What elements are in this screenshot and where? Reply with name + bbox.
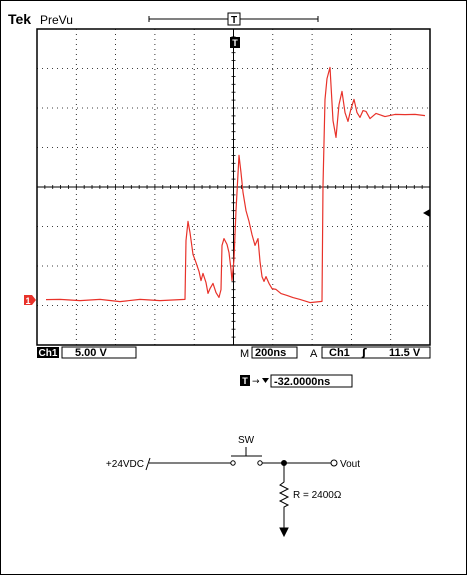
center-axes <box>36 28 431 346</box>
trigger-mode: A <box>310 348 318 360</box>
supply-label: +24VDC <box>106 459 144 470</box>
ch1-ground-marker: 1 <box>24 295 36 306</box>
ch1-badge-label: Ch1 <box>39 348 58 359</box>
trigger-offset-marker: T <box>242 376 248 386</box>
switch-label: SW <box>238 435 255 446</box>
trigger-source: Ch1 <box>329 347 350 359</box>
ch1-badge <box>37 347 59 358</box>
resistor-label: R = 2400Ω <box>293 490 342 501</box>
ch1-scale: 5.00 V <box>75 347 107 359</box>
trigger-offset-readout: T → -32.0000ns <box>240 374 353 388</box>
timebase-value: 200ns <box>255 347 286 359</box>
ground-arrow-icon <box>279 527 289 538</box>
graticule <box>36 28 431 346</box>
trigger-position-marker: T <box>227 12 241 26</box>
trigger-marker-top-label: T <box>232 38 238 48</box>
trigger-level: 11.5 V <box>389 347 421 359</box>
supply-terminal <box>145 457 151 471</box>
switch-contact-right <box>257 460 263 466</box>
mode-label: PreVu <box>40 13 73 27</box>
ch1-waveform-trace <box>45 66 426 304</box>
status-bar: Ch1 5.00 V M 200ns A Ch1 ʃ 11.5 V <box>37 346 431 360</box>
switch-contact-left <box>230 460 236 466</box>
output-terminal <box>330 459 338 467</box>
timebase-prefix: M <box>240 348 249 360</box>
switch-actuator <box>231 447 262 457</box>
output-label: Vout <box>340 459 360 470</box>
schematic: SW +24VDC Vout R = 2400Ω <box>106 435 360 538</box>
grid-lines <box>37 29 430 345</box>
trigger-offset-value: -32.0000ns <box>274 376 330 388</box>
resistor <box>278 463 290 528</box>
ch1-ground-label: 1 <box>25 296 30 306</box>
trigger-slope-icon: ʃ <box>361 346 367 359</box>
trigger-level-arrow <box>423 209 430 217</box>
down-triangle-icon <box>262 378 269 383</box>
right-arrow-icon: → <box>252 377 260 387</box>
brand-label: Tek <box>8 11 31 27</box>
trigger-marker-top: T <box>230 37 240 48</box>
trigger-position-label: T <box>231 15 237 26</box>
